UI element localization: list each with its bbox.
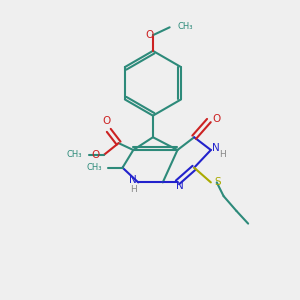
Text: N: N	[212, 143, 220, 153]
Text: O: O	[213, 114, 221, 124]
Text: O: O	[92, 150, 100, 160]
Text: N: N	[129, 176, 137, 185]
Text: CH₃: CH₃	[67, 150, 82, 159]
Text: N: N	[176, 181, 183, 191]
Text: CH₃: CH₃	[178, 22, 193, 31]
Text: O: O	[145, 30, 153, 40]
Text: CH₃: CH₃	[86, 163, 102, 172]
Text: H: H	[219, 150, 226, 159]
Text: O: O	[103, 116, 111, 126]
Text: H: H	[130, 185, 137, 194]
Text: S: S	[215, 177, 221, 188]
